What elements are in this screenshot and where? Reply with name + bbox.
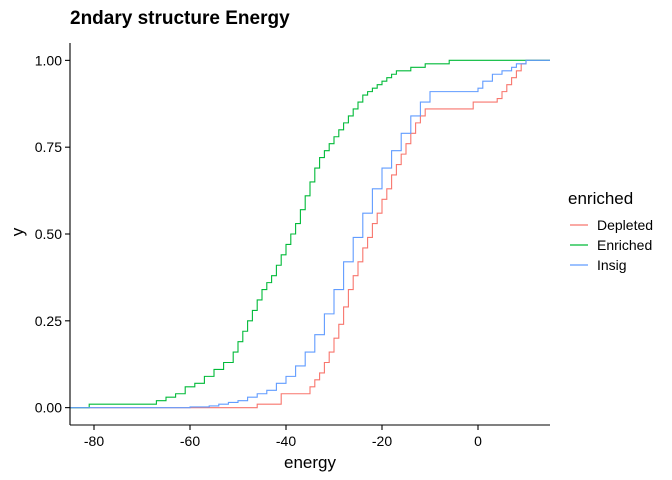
legend: enriched Depleted Enriched Insig [568, 189, 653, 273]
y-tick-label: 0.50 [35, 226, 62, 242]
x-tick-label: -40 [276, 433, 296, 449]
legend-label: Depleted [597, 217, 653, 233]
legend-item-insig: Insig [570, 257, 627, 273]
legend-title: enriched [568, 189, 633, 208]
plot-area: -80 -60 -40 -20 0 0.00 0.25 0.50 0.75 1.00 [35, 43, 550, 449]
x-tick-label: 0 [474, 433, 482, 449]
y-tick-label: 1.00 [35, 52, 62, 68]
legend-label: Enriched [597, 237, 652, 253]
x-tick-label: -60 [180, 433, 200, 449]
series-layer [70, 59, 550, 409]
y-tick-label: 0.25 [35, 313, 62, 329]
series-line-enriched [70, 59, 550, 409]
y-axis-title: y [8, 227, 27, 236]
x-axis-title: energy [284, 453, 336, 472]
x-axis-ticks: -80 -60 -40 -20 0 [84, 425, 482, 449]
y-tick-label: 0.00 [35, 400, 62, 416]
y-tick-label: 0.75 [35, 139, 62, 155]
chart-title: 2ndary structure Energy [70, 8, 290, 29]
y-axis-ticks: 0.00 0.25 0.50 0.75 1.00 [35, 52, 70, 416]
x-tick-label: -80 [84, 433, 104, 449]
legend-items: Depleted Enriched Insig [570, 217, 653, 273]
legend-item-enriched: Enriched [570, 237, 652, 253]
series-line-depleted [70, 59, 550, 409]
x-tick-label: -20 [372, 433, 392, 449]
legend-label: Insig [597, 257, 627, 273]
series-line-insig [70, 59, 550, 409]
legend-item-depleted: Depleted [570, 217, 653, 233]
